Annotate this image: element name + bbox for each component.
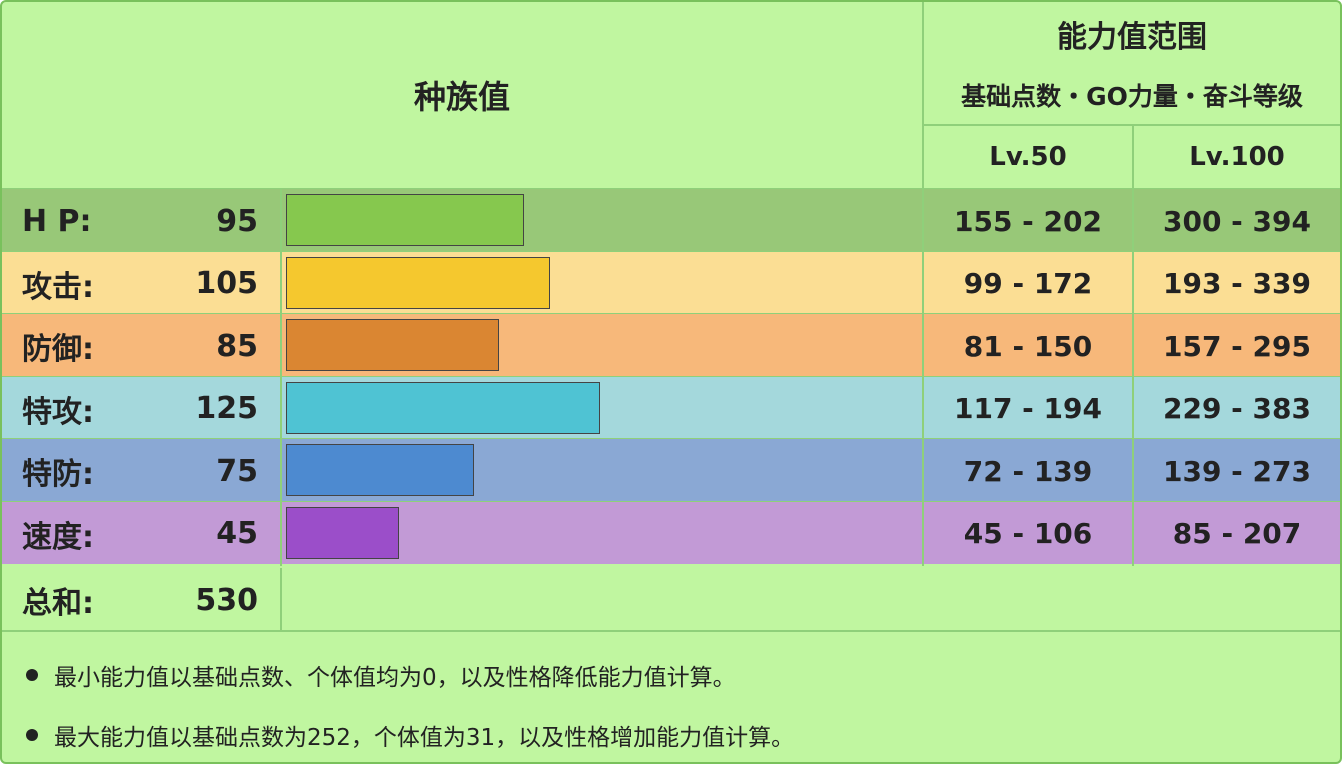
stat-value-label: 45 <box>216 516 258 551</box>
stat-row: 特防: 75 72 - 139 139 - 273 <box>2 438 1340 503</box>
range-lv50: 45 - 106 <box>922 501 1132 566</box>
total-row: 总和: 530 <box>2 568 1340 632</box>
stat-bar <box>286 194 524 246</box>
stat-label-cell: H P: 95 <box>2 189 278 253</box>
range-lv50: 155 - 202 <box>922 189 1132 253</box>
stat-label-cell: 速度: 45 <box>2 502 278 566</box>
stat-range-subheader: 基础点数・GO力量・奋斗等级 <box>922 66 1340 124</box>
stat-label-cell: 特防: 75 <box>2 439 278 503</box>
stat-name: 特攻: <box>22 394 94 430</box>
lv50-header: Lv.50 <box>922 124 1132 188</box>
bar-cell <box>280 439 922 503</box>
stat-name: 攻击: <box>22 269 94 305</box>
bar-cell <box>280 251 922 316</box>
stat-label-cell: 攻击: 105 <box>2 252 278 316</box>
base-stats-header: 种族值 <box>413 78 510 116</box>
range-lv50: 99 - 172 <box>922 251 1132 316</box>
stat-bar <box>286 256 550 309</box>
range-lv50: 117 - 194 <box>922 376 1132 441</box>
note-min-text: 最小能力值以基础点数、个体值均为0，以及性格降低能力值计算。 <box>54 665 736 691</box>
stat-value-label: 85 <box>216 328 258 364</box>
range-lv100: 229 - 383 <box>1132 376 1340 441</box>
range-lv100: 85 - 207 <box>1132 501 1340 566</box>
stat-range-header: 能力值范围 <box>922 2 1340 66</box>
stat-value-label: 105 <box>195 266 258 301</box>
stat-bar <box>286 506 399 559</box>
lv100-header: Lv.100 <box>1132 124 1340 188</box>
total-label: 总和: <box>22 586 94 621</box>
total-label-cell: 总和: 530 <box>2 568 278 632</box>
stat-row: 速度: 45 45 - 106 85 - 207 <box>2 500 1340 566</box>
range-lv100: 139 - 273 <box>1132 439 1340 503</box>
stat-bar <box>286 319 499 371</box>
stat-value-label: 75 <box>216 453 258 489</box>
stat-name: 防御: <box>22 332 94 367</box>
note-max-text: 最大能力值以基础点数为252，个体值为31，以及性格增加能力值计算。 <box>54 725 795 751</box>
range-lv100: 157 - 295 <box>1132 314 1340 378</box>
stat-name: 速度: <box>22 519 94 555</box>
note-max: 最大能力值以基础点数为252，个体值为31，以及性格增加能力值计算。 <box>26 718 794 752</box>
stat-name: 特防: <box>22 457 94 492</box>
bar-cell <box>280 501 922 566</box>
bullet-icon <box>26 669 38 681</box>
note-min: 最小能力值以基础点数、个体值均为0，以及性格降低能力值计算。 <box>26 658 736 692</box>
bar-cell <box>280 376 922 441</box>
stat-row: H P: 95 155 - 202 300 - 394 <box>2 188 1340 253</box>
stat-value-label: 125 <box>195 391 258 426</box>
bar-cell <box>280 314 922 378</box>
range-lv50: 72 - 139 <box>922 439 1132 503</box>
range-lv100: 193 - 339 <box>1132 251 1340 316</box>
bullet-icon <box>26 729 38 741</box>
stat-row: 攻击: 105 99 - 172 193 - 339 <box>2 250 1340 316</box>
stat-name: H P: <box>22 203 92 239</box>
stat-value-label: 95 <box>216 203 258 239</box>
stat-row: 特攻: 125 117 - 194 229 - 383 <box>2 375 1340 441</box>
total-empty-cell <box>280 568 1340 632</box>
stat-bar <box>286 444 474 496</box>
range-lv50: 81 - 150 <box>922 314 1132 378</box>
range-lv100: 300 - 394 <box>1132 189 1340 253</box>
bar-cell <box>280 189 922 253</box>
notes-section: 最小能力值以基础点数、个体值均为0，以及性格降低能力值计算。 最大能力值以基础点… <box>2 630 1340 762</box>
stat-label-cell: 防御: 85 <box>2 314 278 378</box>
stat-label-cell: 特攻: 125 <box>2 377 278 441</box>
stat-row: 防御: 85 81 - 150 157 - 295 <box>2 313 1340 378</box>
total-value: 530 <box>195 582 258 618</box>
stat-bar <box>286 381 600 434</box>
